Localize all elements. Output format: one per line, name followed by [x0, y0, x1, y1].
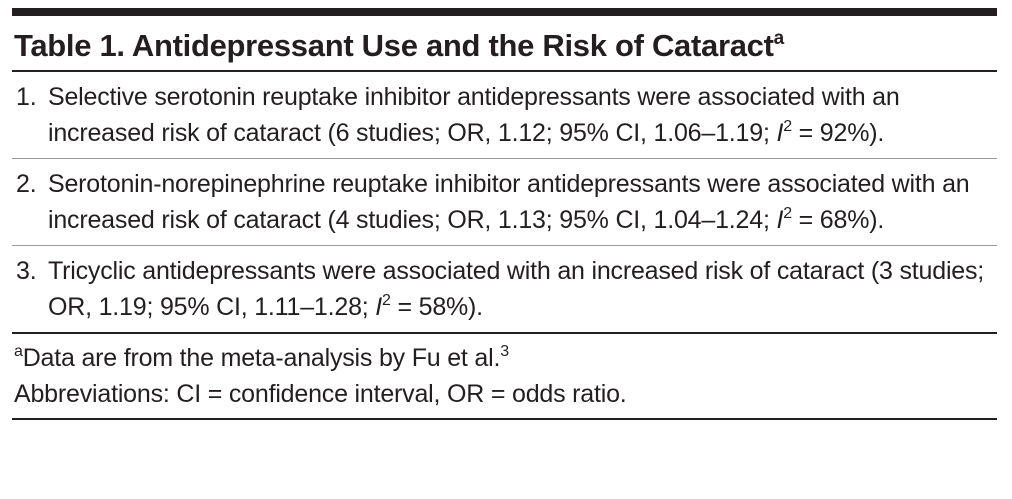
title-note-mark: a — [773, 28, 785, 49]
stat-exponent: 2 — [783, 118, 792, 135]
table: Table 1. Antidepressant Use and the Risk… — [12, 8, 997, 420]
item-body: Tricyclic antidepressants were associate… — [48, 257, 985, 321]
abbreviations: Abbreviations: CI = confidence interval,… — [14, 380, 627, 408]
item-number: 3. — [16, 257, 37, 285]
stat-value: = 92%). — [791, 119, 885, 147]
item-text: Serotonin-norepinephrine reuptake inhibi… — [48, 166, 997, 238]
stat-exponent: 2 — [783, 205, 792, 222]
item: 1. Selective serotonin reuptake inhibitor… — [12, 72, 997, 159]
item: 3. Tricyclic antidepressants were associa… — [12, 246, 997, 334]
notes: aData are from the meta-analysis by Fu e… — [12, 334, 997, 420]
item-text: Selective serotonin reuptake inhibitor a… — [48, 79, 997, 151]
stat-symbol: I — [375, 293, 383, 321]
stat-exponent: 2 — [382, 292, 391, 309]
item-body: Serotonin-norepinephrine reuptake inhibi… — [48, 170, 970, 234]
footnote: aData are from the meta-analysis by Fu e… — [14, 340, 997, 376]
table-title: Table 1. Antidepressant Use and the Risk… — [12, 16, 997, 72]
item-body: Selective serotonin reuptake inhibitor a… — [48, 83, 900, 147]
stat-value: = 68%). — [791, 206, 885, 234]
stat-symbol: I — [776, 119, 784, 147]
top-rule — [12, 8, 997, 16]
title-text: Table 1. Antidepressant Use and the Risk… — [14, 28, 774, 63]
item-number: 2. — [16, 170, 37, 198]
stat-value: = 58%). — [390, 293, 483, 321]
footnote-reference: 3 — [500, 343, 509, 360]
stat-symbol: I — [776, 206, 784, 234]
item-text: Tricyclic antidepressants were associate… — [48, 253, 997, 325]
item: 2. Serotonin-norepinephrine reuptake inhi… — [12, 159, 997, 246]
item-number: 1. — [16, 83, 37, 111]
footnote-mark: a — [14, 343, 23, 360]
items: 1. Selective serotonin reuptake inhibitor… — [12, 72, 997, 334]
footnote-text: Data are from the meta-analysis by Fu et… — [22, 344, 501, 372]
